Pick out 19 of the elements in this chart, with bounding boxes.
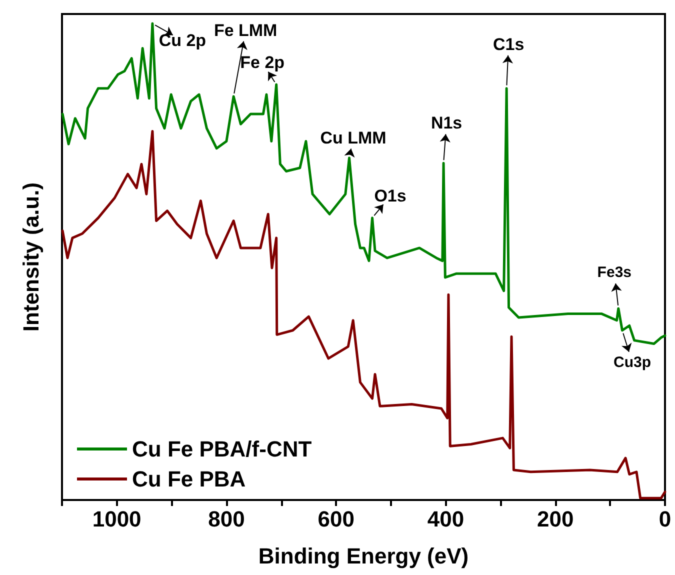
annotation: C1s (492, 34, 524, 54)
annotation: O1s (374, 186, 406, 206)
legend-label: Cu Fe PBA/f-CNT (132, 436, 312, 462)
annotation: Cu3p (613, 354, 651, 371)
legend-label: Cu Fe PBA (132, 466, 246, 492)
x-tick-label: 800 (208, 506, 245, 532)
annotation: Fe 2p (240, 53, 285, 72)
x-tick-label: 600 (318, 506, 354, 532)
annotation: Fe LMM (214, 20, 278, 40)
x-tick-label: 1000 (92, 506, 142, 532)
y-axis-title: Intensity (a.u.) (18, 182, 44, 332)
x-axis-title: Binding Energy (eV) (258, 544, 469, 568)
x-tick-label: 400 (427, 506, 464, 532)
annotation: N1s (430, 114, 462, 133)
x-tick-label: 0 (658, 506, 672, 532)
x-tick-label: 200 (537, 506, 574, 532)
annotation: Cu LMM (320, 128, 386, 148)
annotation: Fe3s (597, 264, 632, 281)
annotation: Cu 2p (158, 31, 206, 50)
